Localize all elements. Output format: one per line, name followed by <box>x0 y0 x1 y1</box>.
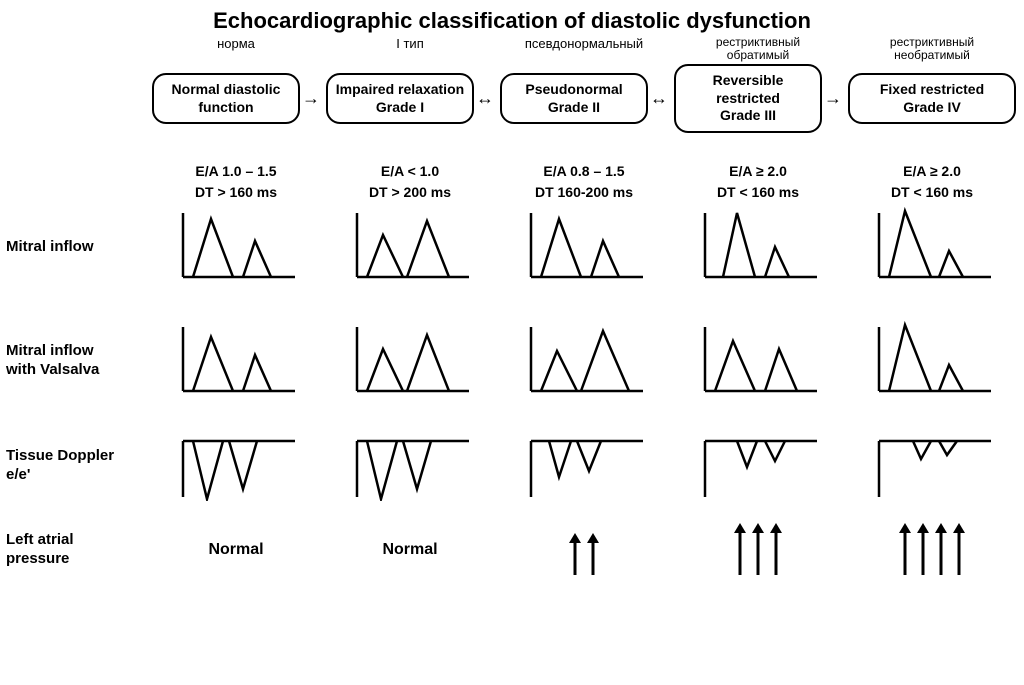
mitral-chart-1 <box>326 207 494 287</box>
tissue-chart-4 <box>848 431 1016 501</box>
mitral-chart-2 <box>500 207 668 287</box>
metrics-0: E/A 1.0 – 1.5 DT > 160 ms <box>152 133 320 207</box>
row-label-tissue: Tissue Doppler e/e' <box>6 431 146 501</box>
row-label-valsalva: Mitral inflow with Valsalva <box>6 321 146 401</box>
box-wrap-4: Fixed restrictedGrade IV <box>848 64 1016 133</box>
lap-cell-4 <box>848 523 1016 577</box>
page-title: Echocardiographic classification of dias… <box>0 0 1024 36</box>
tissue-chart-0 <box>152 431 320 501</box>
sublabel-2: псевдонормальный <box>500 36 668 64</box>
mitral-chart-4 <box>848 207 1016 287</box>
mitral-chart-3 <box>674 207 842 287</box>
box-wrap-3: ReversiblerestrictedGrade III → <box>674 64 842 133</box>
valsalva-chart-1 <box>326 321 494 401</box>
tissue-chart-1 <box>326 431 494 501</box>
mitral-chart-0 <box>152 207 320 287</box>
box-wrap-2: PseudonormalGrade II ↔ <box>500 64 668 133</box>
tissue-chart-2 <box>500 431 668 501</box>
class-box-grade4: Fixed restrictedGrade IV <box>848 73 1016 124</box>
metrics-3: E/A ≥ 2.0 DT < 160 ms <box>674 133 842 207</box>
box-wrap-0: Normal diastolicfunction → <box>152 64 320 133</box>
metrics-1: E/A < 1.0 DT > 200 ms <box>326 133 494 207</box>
metrics-2: E/A 0.8 – 1.5 DT 160-200 ms <box>500 133 668 207</box>
arrow-leftright-icon: ↔ <box>476 88 494 109</box>
class-box-normal: Normal diastolicfunction <box>152 73 300 124</box>
arrow-leftright-icon: ↔ <box>650 88 668 109</box>
sublabel-0: норма <box>152 36 320 64</box>
valsalva-chart-2 <box>500 321 668 401</box>
arrow-right-icon: → <box>302 88 320 109</box>
valsalva-chart-3 <box>674 321 842 401</box>
valsalva-chart-0 <box>152 321 320 401</box>
valsalva-chart-4 <box>848 321 1016 401</box>
arrow-right-icon: → <box>824 88 842 109</box>
class-box-grade1: Impaired relaxationGrade I <box>326 73 474 124</box>
sublabel-4: рестриктивный необратимый <box>848 36 1016 64</box>
lap-cell-1: Normal <box>326 523 494 577</box>
class-box-grade3: ReversiblerestrictedGrade III <box>674 64 822 133</box>
classification-grid: норма I тип псевдонормальный рестриктивн… <box>0 36 1024 577</box>
lap-cell-2 <box>500 523 668 577</box>
sublabel-3: рестриктивный обратимый <box>674 36 842 64</box>
row-label-mitral: Mitral inflow <box>6 207 146 287</box>
lap-cell-3 <box>674 523 842 577</box>
tissue-chart-3 <box>674 431 842 501</box>
row-label-lap: Left atrial pressure <box>6 523 146 577</box>
class-box-grade2: PseudonormalGrade II <box>500 73 648 124</box>
lap-cell-0: Normal <box>152 523 320 577</box>
box-wrap-1: Impaired relaxationGrade I ↔ <box>326 64 494 133</box>
metrics-4: E/A ≥ 2.0 DT < 160 ms <box>848 133 1016 207</box>
sublabel-1: I тип <box>326 36 494 64</box>
